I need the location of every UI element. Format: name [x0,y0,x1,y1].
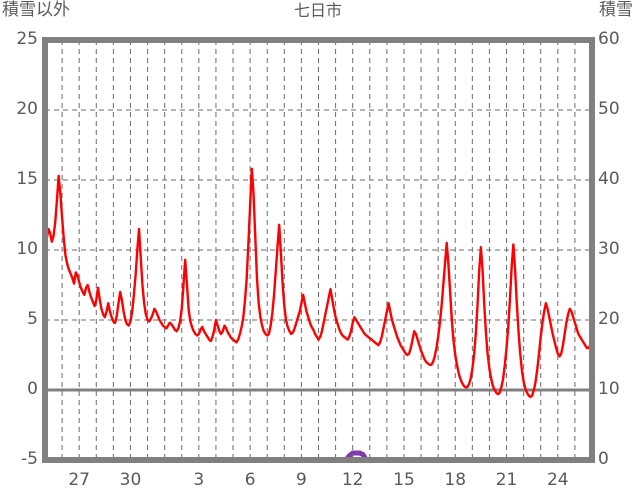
x-tick: 18 [444,470,467,490]
x-tick: 9 [295,470,307,490]
gridlines [45,40,592,460]
plot-frame [42,37,595,463]
right-axis-caption: 積雪 [599,0,633,20]
y-tick-left: 0 [27,379,38,399]
y-tick-right: 20 [598,309,620,329]
y-tick-left: 25 [16,29,38,49]
y-tick-left: 20 [16,99,38,119]
y-tick-right: 40 [598,169,620,189]
y-tick-right: 0 [598,449,609,469]
y-tick-right: 30 [598,239,620,259]
x-tick: 15 [393,470,415,490]
x-tick: 21 [495,470,518,490]
left-axis-caption: 積雪以外 [2,0,70,20]
chart-title: 七日市 [293,1,342,20]
y-tick-right: 60 [598,29,620,49]
x-tick: 24 [546,470,569,490]
x-tick: 30 [119,470,142,490]
x-tick: 3 [193,470,205,490]
x-tick: 12 [341,470,364,490]
y-tick-left: 5 [27,309,38,329]
y-tick-left: -5 [21,449,38,469]
x-tick: 6 [244,470,256,490]
y-tick-left: 15 [16,169,38,189]
x-tick: 27 [68,470,90,490]
y-tick-right: 10 [598,379,620,399]
y-tick-left: 10 [16,239,38,259]
y-tick-right: 50 [598,99,620,119]
